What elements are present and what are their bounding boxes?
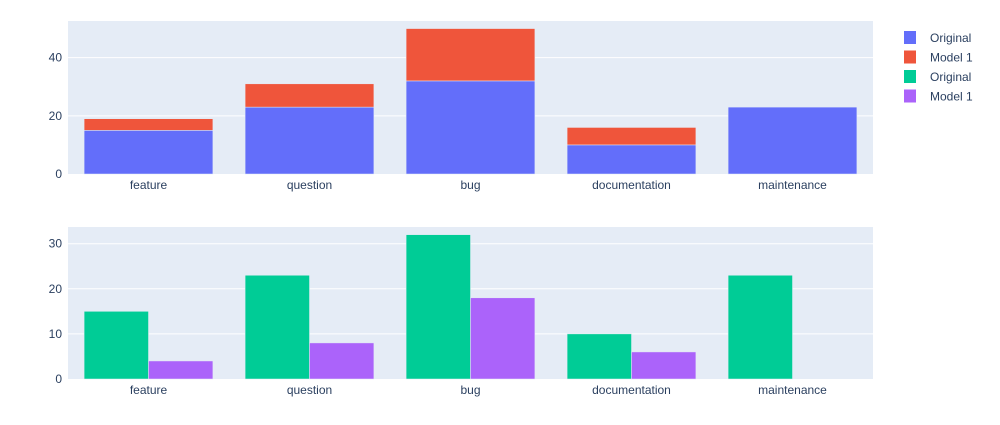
bar-model-1-documentation	[566, 127, 697, 146]
x-tick-label: feature	[130, 383, 168, 397]
bar-model-1-documentation	[631, 351, 697, 380]
legend-label: Model 1	[930, 90, 973, 104]
legend-swatch	[904, 89, 916, 103]
y-tick-label: 0	[55, 372, 62, 386]
x-tick-label: documentation	[592, 178, 671, 192]
legend-label: Model 1	[930, 51, 973, 65]
legend-swatch	[904, 70, 916, 83]
y-tick-label: 10	[49, 327, 63, 341]
legend-item[interactable]: Model 1	[904, 89, 973, 104]
bar-original-documentation	[566, 333, 632, 380]
subplot-2: 0 10 20 30 feature question bug documentation ma…	[49, 227, 873, 397]
x-tick-label: question	[287, 383, 332, 397]
legend: Original Model 1 Original Model 1	[904, 31, 973, 104]
y-tick-label: 20	[49, 109, 63, 123]
x-tick-label: documentation	[592, 383, 671, 397]
bar-model-1-feature	[148, 360, 214, 380]
bar-original-feature	[83, 311, 149, 380]
bar-original-bug	[405, 234, 471, 380]
y-tick-label: 0	[55, 167, 62, 181]
legend-label: Original	[930, 70, 971, 84]
x-tick-label: question	[287, 178, 332, 192]
x-tick-label: bug	[460, 178, 480, 192]
subplot-1: 0 20 40 feature question bug documentation main…	[49, 21, 873, 192]
legend-item[interactable]: Original	[904, 31, 971, 45]
bar-original-bug	[405, 80, 536, 175]
y-tick-label: 20	[49, 282, 63, 296]
legend-item[interactable]: Original	[904, 70, 971, 84]
bar-model-1-question	[244, 83, 375, 108]
bar-original-question	[244, 106, 375, 175]
x-tick-label: maintenance	[758, 383, 827, 397]
y-tick-label: 40	[49, 51, 63, 65]
bar-original-feature	[83, 130, 214, 175]
x-tick-label: feature	[130, 178, 168, 192]
bar-model-1-question	[309, 342, 375, 380]
legend-swatch	[904, 31, 916, 44]
bar-original-documentation	[566, 144, 697, 175]
x-tick-label: bug	[460, 383, 480, 397]
legend-label: Original	[930, 31, 971, 45]
bar-original-maintenance	[727, 106, 858, 175]
y-tick-label: 30	[49, 237, 63, 251]
bar-original-question	[244, 275, 310, 380]
bar-model-1-bug	[405, 28, 536, 82]
bar-model-1-bug	[470, 297, 536, 380]
legend-item[interactable]: Model 1	[904, 50, 973, 65]
legend-swatch	[904, 50, 916, 64]
bar-model-1-feature	[83, 118, 214, 131]
x-tick-label: maintenance	[758, 178, 827, 192]
bar-original-maintenance	[727, 275, 793, 380]
